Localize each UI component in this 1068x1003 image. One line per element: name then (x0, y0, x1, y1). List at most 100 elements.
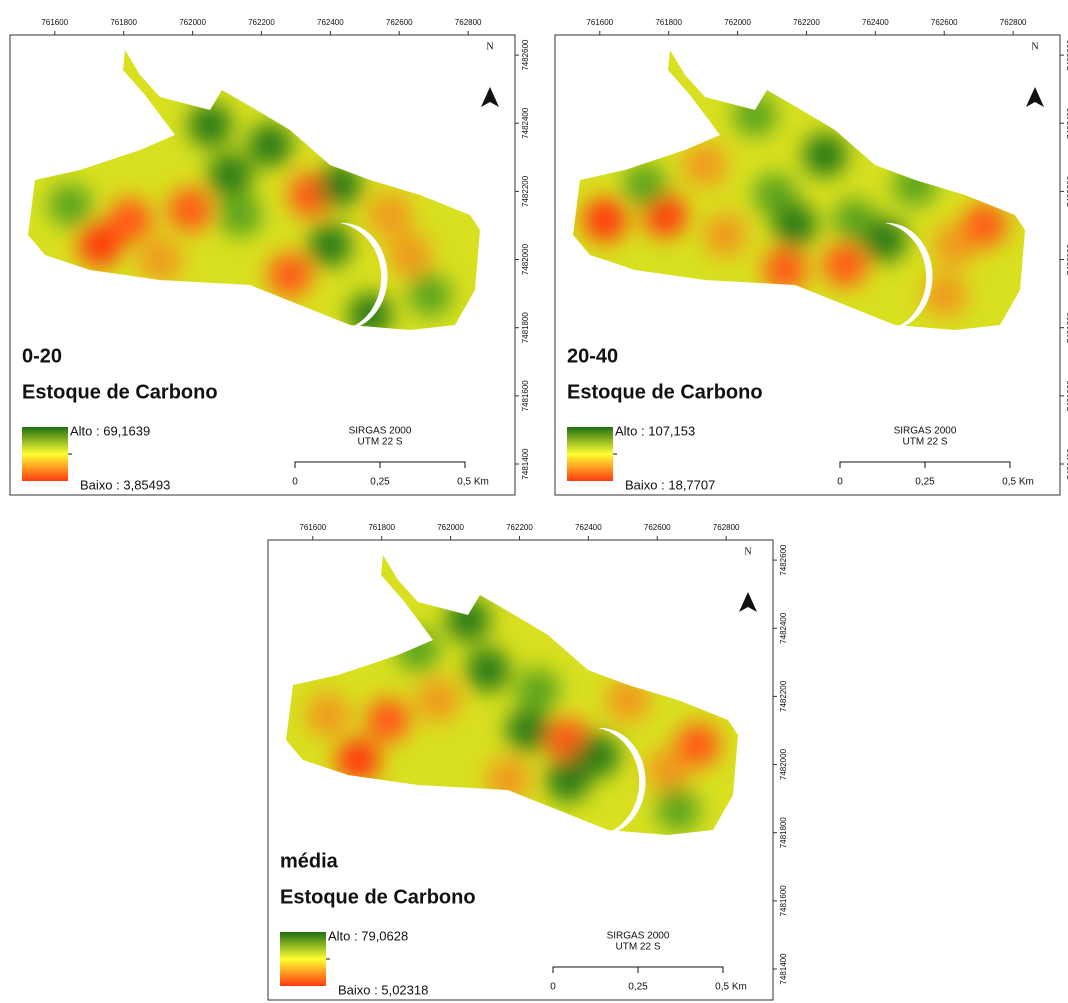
raster-spot (368, 193, 412, 237)
legend-ramp (22, 427, 68, 481)
raster-spot (703, 213, 747, 257)
raster-spot (408, 273, 452, 317)
scale-label: 0,5 Km (457, 477, 489, 488)
x-tick-label: 762600 (644, 523, 671, 532)
y-tick-label: 7481400 (521, 448, 530, 480)
raster-spot (466, 648, 510, 692)
zone-label: UTM 22 S (357, 437, 402, 448)
raster-spot (366, 698, 410, 742)
map-title: Estoque de Carbono (567, 381, 763, 403)
x-tick-label: 761800 (368, 523, 395, 532)
raster-spot (823, 243, 867, 287)
raster-spot (268, 253, 312, 297)
raster-spot (218, 193, 262, 237)
raster-spot (48, 183, 92, 227)
x-tick-label: 762200 (506, 523, 533, 532)
raster-spot (676, 723, 720, 767)
raster-spot (506, 708, 550, 752)
scale-label: 0,25 (628, 982, 648, 993)
legend-high: Alto : 69,1639 (70, 423, 150, 438)
scale-label: 0 (837, 477, 843, 488)
figure: 761600 761800 762000 762200 762400 762600 7628… (0, 0, 1068, 1003)
x-tick-label: 761600 (586, 18, 613, 27)
x-tick-label: 762400 (317, 18, 344, 27)
x-tick-label: 762200 (248, 18, 275, 27)
x-tick-label: 762200 (793, 18, 820, 27)
raster-spot (583, 198, 627, 242)
raster-spot (773, 203, 817, 247)
y-tick-label: 7481600 (779, 885, 788, 917)
x-tick-label: 762400 (575, 523, 602, 532)
legend-low: Baixo : 3,85493 (80, 477, 170, 492)
map-panel: 761600 761800 762000 762200 762400 762600 7628… (10, 18, 530, 495)
raster-spot (683, 143, 727, 187)
x-tick-label: 762800 (713, 523, 740, 532)
y-tick-label: 7481400 (779, 953, 788, 985)
legend-low: Baixo : 18,7707 (625, 477, 715, 492)
raster-spot (546, 758, 590, 802)
north-label: N (1031, 41, 1038, 52)
raster-spot (138, 238, 182, 282)
zone-label: UTM 22 S (615, 942, 660, 953)
map-title: Estoque de Carbono (280, 886, 476, 908)
zone-label: UTM 22 S (902, 437, 947, 448)
x-tick-label: 762800 (455, 18, 482, 27)
raster-spot (803, 133, 847, 177)
scale-label: 0 (550, 982, 556, 993)
crs-label: SIRGAS 2000 (894, 426, 957, 437)
x-tick-label: 762000 (724, 18, 751, 27)
y-tick-label: 7481600 (521, 380, 530, 412)
raster-spot (248, 123, 292, 167)
x-tick-label: 761800 (110, 18, 137, 27)
y-tick-label: 7482400 (779, 612, 788, 644)
y-tick-label: 7482000 (521, 243, 530, 275)
map-panel: 761600 761800 762000 762200 762400 762600 7628… (268, 523, 788, 1000)
x-tick-label: 762600 (931, 18, 958, 27)
y-tick-label: 7482600 (779, 544, 788, 576)
legend-high: Alto : 107,153 (615, 423, 695, 438)
x-tick-label: 761600 (299, 523, 326, 532)
scale-label: 0 (292, 477, 298, 488)
map-title: Estoque de Carbono (22, 381, 218, 403)
x-tick-label: 761600 (41, 18, 68, 27)
y-tick-label: 7482000 (779, 748, 788, 780)
y-tick-label: 7482200 (521, 175, 530, 207)
x-tick-label: 761800 (655, 18, 682, 27)
legend-ramp (567, 427, 613, 481)
raster-spot (388, 233, 432, 277)
raster-spot (168, 188, 212, 232)
x-tick-label: 762400 (862, 18, 889, 27)
raster-spot (656, 788, 700, 832)
scale-label: 0,5 Km (1002, 477, 1034, 488)
x-tick-label: 762600 (386, 18, 413, 27)
scale-label: 0,25 (370, 477, 390, 488)
legend-high: Alto : 79,0628 (328, 928, 408, 943)
raster-spot (208, 153, 252, 197)
map-panel: 761600 761800 762000 762200 762400 762600 7628… (555, 18, 1068, 495)
x-tick-label: 762000 (179, 18, 206, 27)
raster-spot (863, 218, 907, 262)
crs-label: SIRGAS 2000 (349, 426, 412, 437)
raster-spot (516, 668, 560, 712)
scale-label: 0,25 (915, 477, 935, 488)
y-tick-label: 7482600 (521, 39, 530, 71)
north-label: N (744, 546, 751, 557)
raster-spot (306, 693, 350, 737)
raster-spot (416, 678, 460, 722)
north-label: N (486, 41, 493, 52)
y-tick-label: 7481800 (521, 312, 530, 344)
x-tick-label: 762000 (437, 523, 464, 532)
raster-spot (308, 223, 352, 267)
raster-spot (963, 203, 1007, 247)
depth-label: 0-20 (22, 345, 62, 367)
raster-spot (78, 223, 122, 267)
legend-ramp (280, 932, 326, 986)
raster-spot (623, 163, 667, 207)
scale-label: 0,5 Km (715, 982, 747, 993)
crs-label: SIRGAS 2000 (607, 931, 670, 942)
x-tick-label: 762800 (1000, 18, 1027, 27)
y-tick-label: 7482400 (521, 107, 530, 139)
depth-label: 20-40 (567, 345, 618, 367)
y-tick-label: 7482200 (779, 680, 788, 712)
y-tick-label: 7481800 (779, 817, 788, 849)
